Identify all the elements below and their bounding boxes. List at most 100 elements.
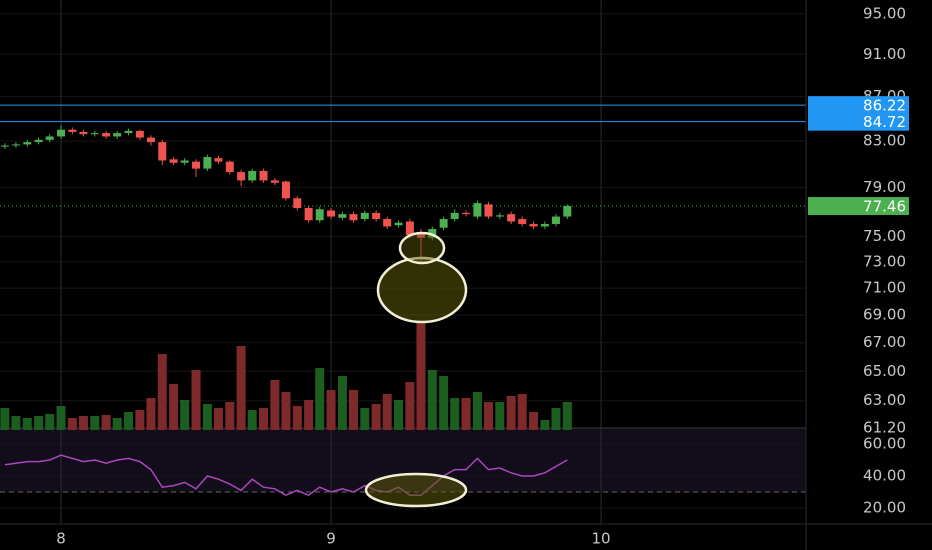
candle-body — [237, 172, 246, 181]
volume-bar — [78, 416, 88, 430]
y-tick-label: 79.00 — [863, 178, 906, 196]
candle-body — [338, 214, 347, 218]
y-tick-label: 95.00 — [863, 4, 906, 22]
volume-bar — [483, 402, 493, 430]
volume-bar — [259, 408, 269, 430]
candle-body — [439, 219, 448, 228]
volume-bar — [337, 376, 347, 430]
volume-bar — [124, 412, 134, 430]
rsi-line — [4, 454, 568, 497]
candle-body — [270, 180, 279, 183]
candle-body — [23, 142, 32, 145]
volume-bar — [213, 408, 223, 430]
y-tick-label: 63.00 — [863, 391, 906, 409]
volume-bar — [348, 390, 358, 430]
candle-body — [203, 157, 212, 169]
volume-layer — [0, 322, 572, 430]
volume-bar — [270, 380, 280, 430]
rsi-tick-label: 40.00 — [863, 467, 906, 485]
volume-bar — [112, 418, 122, 430]
volume-bar — [405, 382, 415, 430]
volume-bar — [22, 418, 32, 430]
y-tick-label: 69.00 — [863, 305, 906, 323]
volume-bar — [427, 370, 437, 430]
volume-bar — [495, 402, 505, 430]
volume-bar — [529, 412, 539, 430]
highlight-ellipse — [364, 472, 468, 508]
candle-body — [102, 133, 111, 137]
y-tick-label: 65.00 — [863, 362, 906, 380]
highlight-ellipse — [398, 231, 446, 265]
y-tick-label: 75.00 — [863, 227, 906, 245]
y-tick-label: 61.20 — [863, 419, 906, 437]
candle-body — [484, 204, 493, 217]
candle-body — [225, 161, 234, 173]
volume-bar — [360, 408, 370, 430]
volume-bar — [247, 410, 257, 430]
candle-body — [0, 145, 9, 147]
candle-body — [169, 159, 178, 163]
y-tick-label: 83.00 — [863, 131, 906, 149]
candle-body — [135, 130, 144, 138]
volume-bar — [450, 398, 460, 430]
volume-bar — [225, 402, 235, 430]
candle-body — [349, 214, 358, 221]
volume-bar — [472, 392, 482, 430]
volume-bar — [292, 406, 302, 430]
candle-body — [394, 222, 403, 226]
candle-body — [158, 142, 167, 161]
candle-body — [192, 161, 201, 169]
price-label: 86.22 — [863, 97, 906, 115]
volume-bar — [146, 398, 156, 430]
candle-body — [551, 216, 560, 224]
volume-bar — [157, 354, 167, 430]
candle-body — [11, 144, 20, 146]
y-tick-label: 71.00 — [863, 279, 906, 297]
volume-bar — [90, 416, 100, 430]
volume-bar — [67, 418, 77, 430]
price-label: 77.46 — [863, 198, 906, 216]
price-label: 84.72 — [863, 113, 906, 131]
axis-layer: 95.0091.0087.0083.0079.0075.0073.0071.00… — [56, 4, 909, 548]
candle-body — [428, 228, 437, 238]
candle-body — [507, 214, 516, 222]
x-tick-label: 9 — [326, 530, 336, 548]
candle-body — [146, 137, 155, 143]
volume-bar — [45, 414, 55, 430]
candle-body — [405, 221, 414, 236]
price-label-box — [808, 112, 909, 131]
candle-body — [304, 208, 313, 221]
candle-body — [293, 198, 302, 209]
volume-bar — [169, 384, 179, 430]
volume-bar — [101, 415, 111, 430]
volume-bar — [506, 396, 516, 430]
candle-body — [124, 130, 133, 134]
y-tick-label: 67.00 — [863, 333, 906, 351]
candle-body — [416, 233, 425, 238]
candle-body — [462, 212, 471, 215]
y-tick-label: 73.00 — [863, 252, 906, 270]
candle-body — [327, 210, 336, 217]
candle-body — [473, 203, 482, 217]
volume-bar — [34, 416, 44, 430]
rsi-tick-label: 20.00 — [863, 499, 906, 517]
volume-bar — [180, 400, 190, 430]
volume-bar — [371, 404, 381, 430]
x-tick-label: 8 — [56, 530, 66, 548]
candle-body — [360, 212, 369, 220]
candle-body — [383, 219, 392, 227]
candle-body — [68, 129, 77, 132]
volume-bar — [382, 394, 392, 430]
annotation-layer — [364, 231, 468, 508]
candle-body — [315, 209, 324, 221]
candle-body — [248, 170, 257, 181]
candle-body — [34, 139, 43, 143]
volume-bar — [394, 400, 404, 430]
candle-body — [540, 223, 549, 227]
candle-body — [79, 131, 88, 135]
volume-bar — [202, 404, 212, 430]
volume-bar — [562, 402, 572, 430]
volume-bar — [540, 420, 550, 430]
